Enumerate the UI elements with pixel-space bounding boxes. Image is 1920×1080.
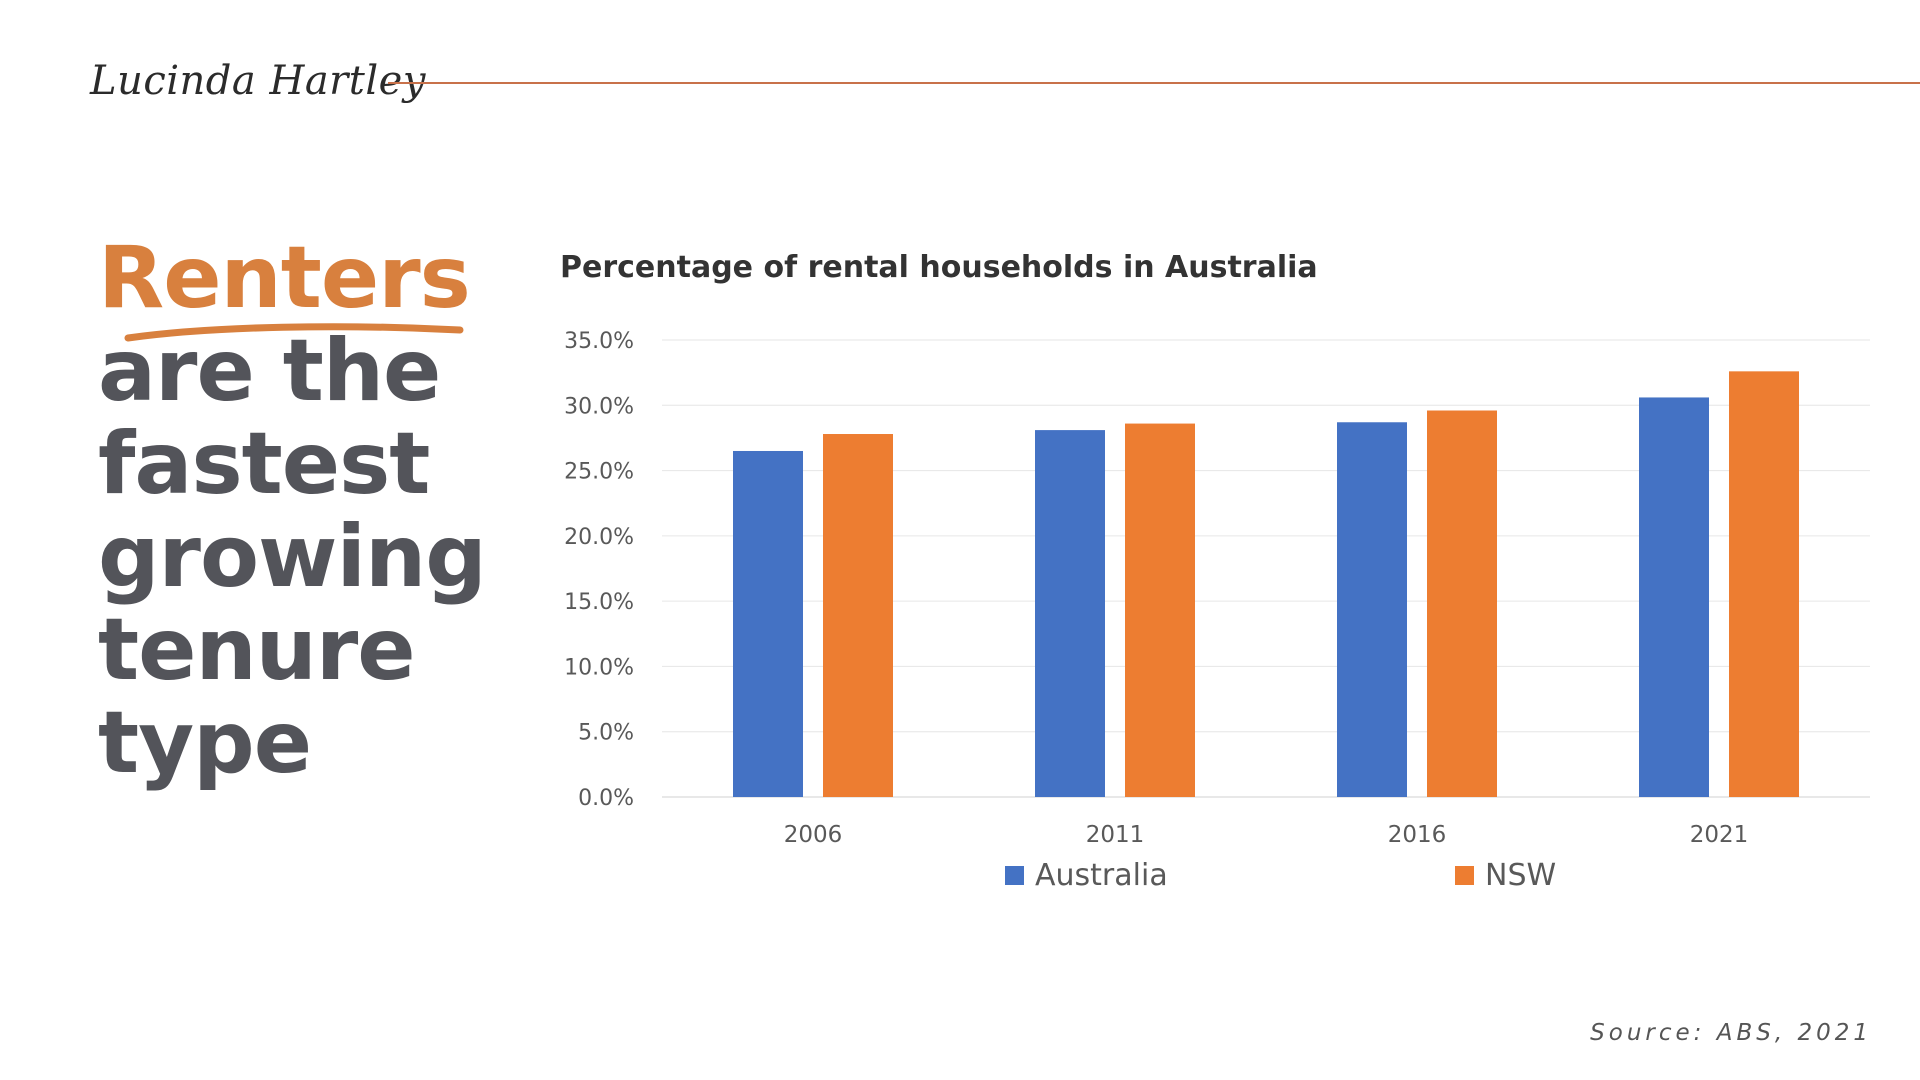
headline-line: fastest	[98, 414, 430, 514]
bar	[1337, 422, 1407, 797]
headline-underline	[124, 323, 464, 342]
legend-label: Australia	[1035, 858, 1168, 893]
source-note: Source: ABS, 2021	[1590, 1020, 1872, 1046]
y-tick-label: 20.0%	[564, 525, 634, 550]
y-tick-label: 10.0%	[564, 655, 634, 680]
headline-line: growing	[98, 507, 487, 607]
headline-line: type	[98, 693, 312, 793]
bar	[733, 450, 803, 797]
legend-swatch	[1005, 866, 1024, 885]
y-tick-label: 0.0%	[578, 786, 634, 811]
x-tick-label: 2006	[784, 822, 843, 848]
bar-chart: 0.0% 5.0% 10.0% 15.0% 20.0% 25.0% 30.0% 35.0% 20…	[564, 329, 1870, 893]
bar	[823, 434, 893, 797]
legend-label: NSW	[1485, 858, 1556, 893]
bar	[1639, 397, 1709, 797]
y-tick-label: 25.0%	[564, 460, 634, 485]
x-tick-label: 2016	[1388, 822, 1447, 848]
bar	[1427, 410, 1497, 797]
header-divider	[388, 82, 1920, 84]
legend-swatch	[1455, 866, 1474, 885]
chart-title: Percentage of rental households in Austr…	[560, 250, 1318, 285]
y-tick-label: 15.0%	[564, 590, 634, 615]
bar	[1125, 423, 1195, 797]
x-tick-label: 2011	[1086, 822, 1145, 848]
y-tick-label: 5.0%	[578, 721, 634, 746]
brand-signature: Lucinda Hartley	[90, 58, 426, 104]
bar	[1035, 430, 1105, 797]
headline-accent-word: Renters	[98, 228, 471, 328]
y-tick-label: 35.0%	[564, 329, 634, 354]
bar	[1729, 371, 1799, 797]
headline-line: tenure	[98, 600, 416, 700]
headline: Renters are the fastest growing tenure t…	[98, 232, 538, 790]
y-tick-label: 30.0%	[564, 394, 634, 419]
headline-line: are the	[98, 321, 441, 421]
x-tick-label: 2021	[1690, 822, 1749, 848]
